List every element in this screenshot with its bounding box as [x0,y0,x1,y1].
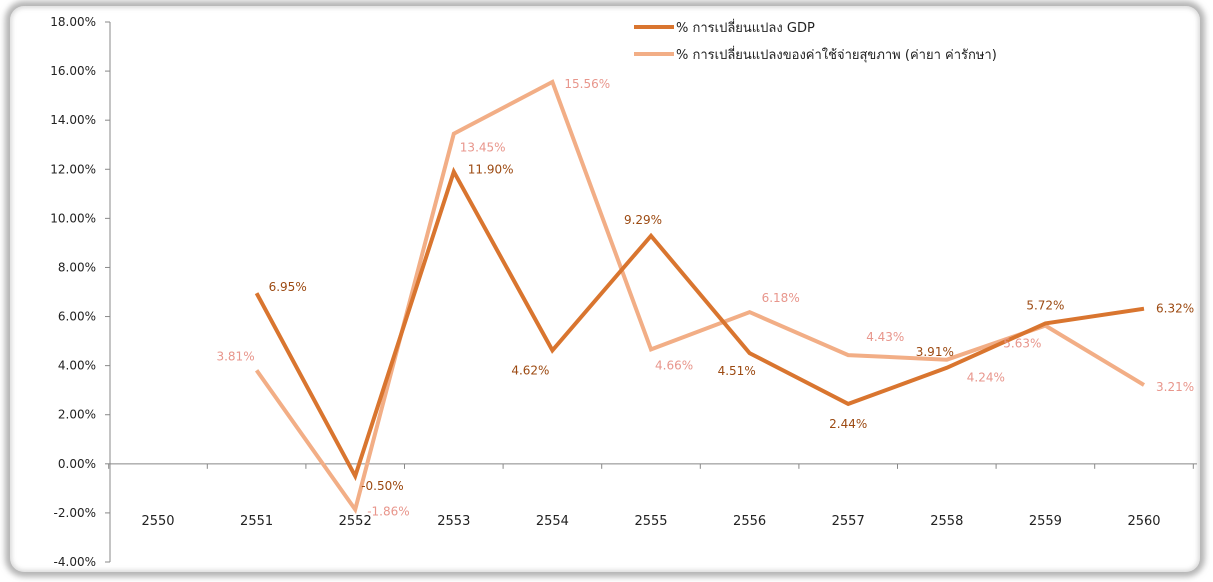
data-label: 2.44% [829,417,867,431]
y-tick-label: -2.00% [54,506,96,520]
data-label: 13.45% [460,141,506,155]
series-line-1 [254,166,1145,482]
x-tick-label: 2556 [733,514,766,529]
x-tick-label: 2559 [1029,514,1062,529]
legend-label: % การเปลี่ยนแปลงของค่าใช้จ่ายสุขภาพ (ค่า… [676,46,997,63]
legend-label: % การเปลี่ยนแปลง GDP [676,19,815,36]
data-label: 4.43% [866,330,904,344]
y-tick-label: 18.00% [50,15,96,29]
data-label: 3.81% [216,349,254,363]
y-tick-label: 4.00% [58,359,96,373]
data-label: 6.32% [1156,302,1194,316]
x-tick-label: 2552 [339,514,372,529]
data-labels: 6.95% -0.50% 11.90% 4.62% 9.29% 4.51% 2.44% 3.9… [216,77,1194,519]
y-tick-label: 14.00% [50,113,96,127]
data-label: -1.86% [367,504,409,518]
y-tick-label: 2.00% [58,408,96,422]
data-label: 4.51% [718,364,756,378]
y-tick-label: 6.00% [58,310,96,324]
data-label: 9.29% [624,213,662,227]
legend: % การเปลี่ยนแปลง GDP % การเปลี่ยนแปลงของค… [634,19,997,63]
data-label: 4.66% [655,358,693,372]
x-tick-label: 2554 [536,514,569,529]
data-label: 5.72% [1026,298,1064,312]
x-tick-label: 2551 [240,514,273,529]
data-label: 6.18% [762,291,800,305]
y-tick-label: 12.00% [50,162,96,176]
x-tick-label: 2560 [1127,514,1160,529]
x-tick-label: 2550 [141,514,174,529]
y-tick-label: -4.00% [54,555,96,569]
x-tick-label: 2558 [930,514,963,529]
data-label: 4.24% [967,371,1005,385]
y-tick-label: 10.00% [50,211,96,225]
axes: -4.00% -2.00% 0.00% 2.00% 4.00% 6.00% 8.00% 10.… [50,15,1197,569]
y-tick-label: 16.00% [50,64,96,78]
data-label: 11.90% [468,163,514,177]
x-tick-label: 2557 [832,514,865,529]
y-tick-label: 0.00% [58,457,96,471]
data-label: -0.50% [361,479,403,493]
data-label: 5.63% [1003,337,1041,351]
data-label: 6.95% [269,280,307,294]
y-tick-label: 8.00% [58,260,96,274]
x-tick-label: 2555 [634,514,667,529]
data-label: 3.21% [1156,380,1194,394]
x-tick-label: 2553 [437,514,470,529]
series-lines [254,79,1146,515]
data-label: 4.62% [511,363,549,377]
data-label: 15.56% [564,77,610,91]
data-label: 3.91% [916,345,954,359]
